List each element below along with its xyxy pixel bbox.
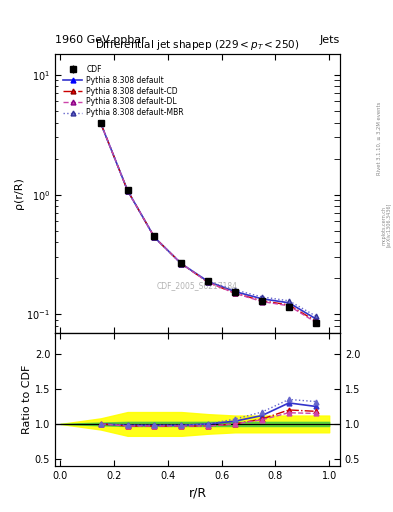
- Pythia 8.308 default-MBR: [206, 279, 211, 285]
- Line: Pythia 8.308 default-CD: Pythia 8.308 default-CD: [98, 121, 318, 324]
- Pythia 8.308 default: [125, 187, 130, 194]
- Pythia 8.308 default-DL: [233, 290, 237, 296]
- Y-axis label: ρ(r/R): ρ(r/R): [13, 178, 24, 209]
- Pythia 8.308 default-DL: [286, 303, 291, 309]
- Text: 1960 GeV ppbar: 1960 GeV ppbar: [55, 35, 146, 45]
- Legend: CDF, Pythia 8.308 default, Pythia 8.308 default-CD, Pythia 8.308 default-DL, Pyt: CDF, Pythia 8.308 default, Pythia 8.308 …: [62, 63, 185, 119]
- Pythia 8.308 default-MBR: [286, 297, 291, 304]
- Pythia 8.308 default-CD: [98, 120, 103, 126]
- Pythia 8.308 default-CD: [233, 290, 237, 296]
- Pythia 8.308 default: [152, 234, 157, 241]
- X-axis label: r/R: r/R: [188, 486, 207, 499]
- Pythia 8.308 default: [233, 289, 237, 295]
- Text: Jets: Jets: [320, 35, 340, 45]
- Text: CDF_2005_S6217184: CDF_2005_S6217184: [157, 281, 238, 290]
- Pythia 8.308 default-MBR: [125, 187, 130, 194]
- Pythia 8.308 default: [98, 120, 103, 126]
- Y-axis label: Ratio to CDF: Ratio to CDF: [22, 365, 32, 434]
- Line: Pythia 8.308 default-MBR: Pythia 8.308 default-MBR: [98, 121, 318, 318]
- Pythia 8.308 default-MBR: [260, 294, 264, 300]
- Pythia 8.308 default-CD: [313, 318, 318, 324]
- Pythia 8.308 default: [206, 279, 211, 285]
- Pythia 8.308 default-MBR: [233, 287, 237, 293]
- Pythia 8.308 default-MBR: [179, 261, 184, 267]
- Pythia 8.308 default-CD: [179, 261, 184, 267]
- Pythia 8.308 default: [286, 300, 291, 306]
- Pythia 8.308 default-CD: [206, 280, 211, 286]
- Text: [arXiv:1306.3436]: [arXiv:1306.3436]: [386, 203, 391, 247]
- Pythia 8.308 default-MBR: [313, 313, 318, 319]
- Pythia 8.308 default: [260, 296, 264, 302]
- Pythia 8.308 default: [179, 261, 184, 267]
- Text: Rivet 3.1.10, ≥ 3.2M events: Rivet 3.1.10, ≥ 3.2M events: [377, 101, 382, 175]
- Pythia 8.308 default-DL: [206, 280, 211, 286]
- Pythia 8.308 default-DL: [125, 187, 130, 194]
- Text: mcplots.cern.ch: mcplots.cern.ch: [382, 206, 387, 245]
- Pythia 8.308 default-MBR: [98, 120, 103, 126]
- Pythia 8.308 default-CD: [286, 302, 291, 308]
- Pythia 8.308 default-CD: [125, 187, 130, 194]
- Pythia 8.308 default-CD: [260, 297, 264, 304]
- Line: Pythia 8.308 default: Pythia 8.308 default: [98, 121, 318, 321]
- Pythia 8.308 default-MBR: [152, 234, 157, 241]
- Pythia 8.308 default-DL: [98, 120, 103, 126]
- Pythia 8.308 default-DL: [179, 261, 184, 267]
- Pythia 8.308 default-DL: [260, 298, 264, 305]
- Pythia 8.308 default: [313, 316, 318, 322]
- Pythia 8.308 default-CD: [152, 234, 157, 241]
- Pythia 8.308 default-DL: [313, 319, 318, 325]
- Pythia 8.308 default-DL: [152, 234, 157, 241]
- Line: Pythia 8.308 default-DL: Pythia 8.308 default-DL: [98, 121, 318, 325]
- Title: Differential jet shapep $(229 < p_T < 250)$: Differential jet shapep $(229 < p_T < 25…: [95, 38, 300, 52]
